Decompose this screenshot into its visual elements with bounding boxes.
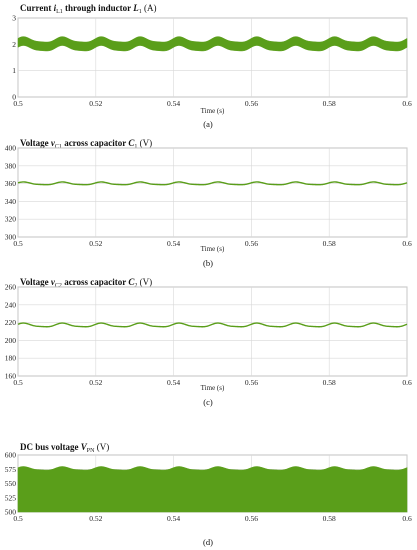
x-axis-label: Time (s) xyxy=(201,107,225,115)
x-tick-label: 0.6 xyxy=(402,239,412,248)
x-tick-label: 0.6 xyxy=(402,514,412,523)
y-tick-label: 180 xyxy=(5,354,17,363)
y-tick-label: 260 xyxy=(5,283,17,292)
chart-panel-4: DC bus voltage VPN (V) 500 525 550 575 600 0.5… xyxy=(5,442,412,547)
x-tick-label: 0.58 xyxy=(323,514,336,523)
panel-caption: (a) xyxy=(203,119,213,129)
x-tick-label: 0.56 xyxy=(245,378,258,387)
chart-title: DC bus voltage VPN (V) xyxy=(20,442,109,454)
x-axis-label: Time (s) xyxy=(201,384,225,392)
x-tick-label: 0.52 xyxy=(89,99,102,108)
plot-area xyxy=(17,17,408,98)
x-tick-label: 0.54 xyxy=(167,239,180,248)
x-tick-label: 0.54 xyxy=(167,514,180,523)
y-tick-label: 220 xyxy=(5,318,17,327)
y-tick-label: 3 xyxy=(12,14,16,23)
x-axis-label: Time (s) xyxy=(201,245,225,253)
x-tick-label: 0.58 xyxy=(323,378,336,387)
chart-panel-3: Voltage vC2 across capacitor C2 (V) 160 18… xyxy=(5,277,412,407)
panel-caption: (d) xyxy=(203,537,213,547)
y-tick-label: 2 xyxy=(12,40,16,49)
x-tick-label: 0.58 xyxy=(323,99,336,108)
chart-panel-1: Current iL1 through inductor L1 (A) 0 1 2 3 0… xyxy=(12,3,412,129)
x-tick-label: 0.6 xyxy=(402,99,412,108)
x-tick-label: 0.52 xyxy=(89,239,102,248)
plot-area xyxy=(17,286,408,377)
x-tick-label: 0.5 xyxy=(13,378,23,387)
series-band xyxy=(17,36,408,52)
chart-title: Voltage vC1 across capacitor C1 (V) xyxy=(20,138,152,150)
y-tick-label: 340 xyxy=(5,197,17,206)
x-tick-label: 0.54 xyxy=(167,99,180,108)
y-tick-label: 360 xyxy=(5,179,17,188)
x-tick-label: 0.56 xyxy=(245,514,258,523)
y-tick-label: 300 xyxy=(5,233,17,242)
x-tick-label: 0.54 xyxy=(167,378,180,387)
panel-caption: (c) xyxy=(203,397,213,407)
x-tick-label: 0.5 xyxy=(13,99,23,108)
series-area xyxy=(17,466,408,513)
y-tick-label: 575 xyxy=(5,465,17,474)
y-tick-label: 600 xyxy=(5,451,17,460)
x-tick-label: 0.52 xyxy=(89,378,102,387)
x-tick-label: 0.56 xyxy=(245,239,258,248)
grid xyxy=(17,286,408,377)
x-tick-label: 0.5 xyxy=(13,514,23,523)
chart-title: Voltage vC2 across capacitor C2 (V) xyxy=(20,277,152,289)
chart-title: Current iL1 through inductor L1 (A) xyxy=(20,3,156,15)
y-tick-label: 400 xyxy=(5,144,17,153)
y-tick-label: 380 xyxy=(5,161,17,170)
y-tick-label: 500 xyxy=(5,508,17,517)
y-tick-label: 525 xyxy=(5,493,17,502)
x-tick-label: 0.56 xyxy=(245,99,258,108)
y-tick-label: 0 xyxy=(12,93,16,102)
panel-caption: (b) xyxy=(203,258,213,268)
x-tick-label: 0.52 xyxy=(89,514,102,523)
y-tick-label: 550 xyxy=(5,479,17,488)
y-tick-label: 240 xyxy=(5,300,17,309)
series-line xyxy=(17,181,408,186)
series-line xyxy=(17,322,408,328)
x-tick-label: 0.58 xyxy=(323,239,336,248)
chart-panel-2: Voltage vC1 across capacitor C1 (V) 300 32… xyxy=(5,138,412,268)
plot-area xyxy=(17,147,408,238)
grid xyxy=(17,147,408,238)
y-tick-label: 200 xyxy=(5,336,17,345)
y-tick-label: 1 xyxy=(12,66,16,75)
y-tick-label: 320 xyxy=(5,215,17,224)
x-tick-label: 0.6 xyxy=(402,378,412,387)
y-tick-label: 160 xyxy=(5,372,17,381)
x-tick-label: 0.5 xyxy=(13,239,23,248)
